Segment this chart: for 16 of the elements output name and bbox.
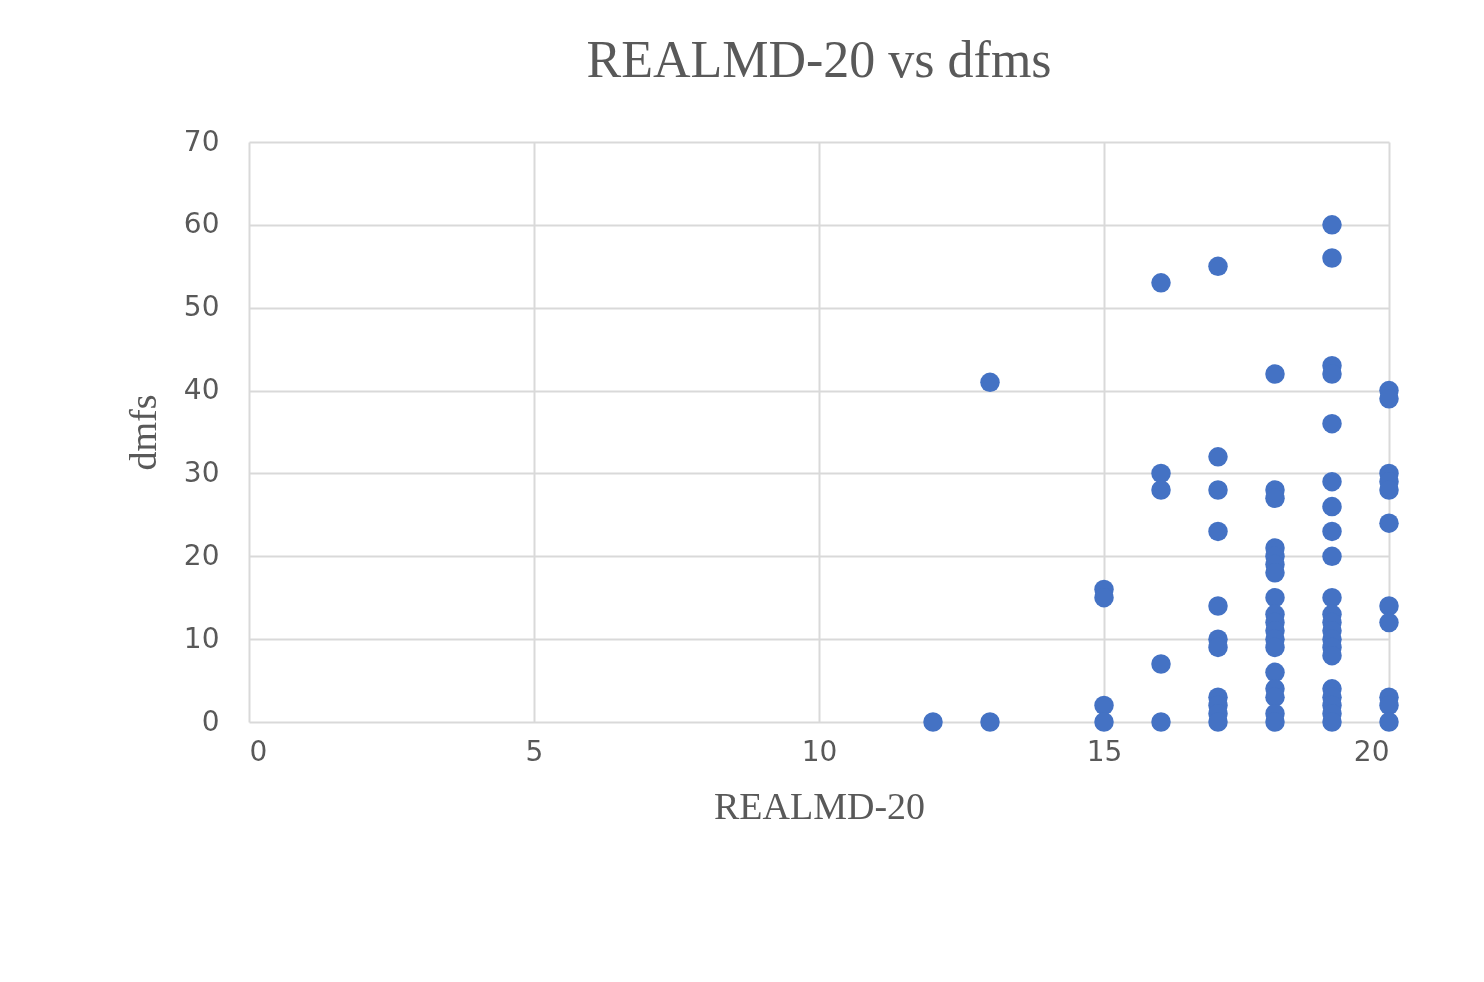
x-tick-label: 20 [1353,734,1390,768]
x-axis-title: REALMD-20 [713,784,926,827]
y-tick-label: 60 [183,207,220,241]
y-tick-label: 40 [183,373,220,407]
x-tick-label: 5 [525,734,544,768]
y-tick-label: 50 [183,290,220,324]
x-tick-label: 0 [249,734,268,768]
y-tick-label: 30 [183,455,220,489]
x-tick-label: 15 [1086,734,1123,768]
y-tick-label: 70 [183,124,220,158]
x-tick-label: 10 [801,734,838,768]
y-tick-label: 10 [183,621,220,655]
y-tick-label: 20 [183,538,220,572]
y-tick-label: 0 [201,704,220,738]
chart-title: REALMD-20 vs dfms [586,31,1052,88]
y-axis-title: dmfs [121,394,164,471]
